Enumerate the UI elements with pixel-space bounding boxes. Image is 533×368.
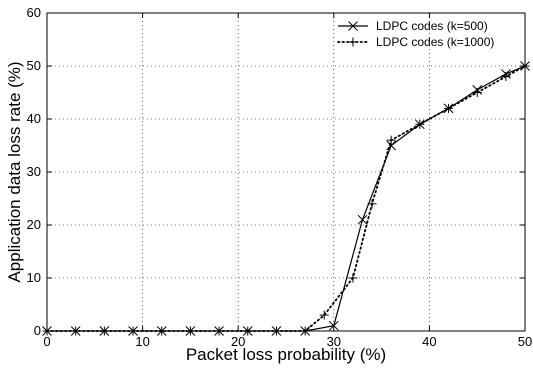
axis-ticks: 0 10 20 30 40 50 0 10 20 30 40 50 60 — [27, 5, 533, 349]
series-1 — [42, 61, 530, 336]
x-tick-label: 10 — [135, 334, 149, 349]
y-tick-label: 50 — [27, 58, 41, 73]
y-tick-label: 10 — [27, 270, 41, 285]
series-2-point — [367, 199, 377, 209]
legend-label: LDPC codes (k=500) — [376, 19, 488, 33]
series-2-point — [520, 61, 530, 71]
grid — [47, 13, 525, 331]
series-2-point — [271, 326, 281, 336]
y-tick-label: 20 — [27, 217, 41, 232]
legend-item-2: LDPC codes (k=1000) — [337, 35, 494, 49]
series-2-point — [71, 326, 81, 336]
legend-item-1: LDPC codes (k=500) — [338, 19, 488, 33]
x-tick-label: 40 — [422, 334, 436, 349]
series-2-point — [415, 119, 425, 129]
y-tick-label: 0 — [34, 323, 41, 338]
x-tick-label: 20 — [231, 334, 245, 349]
series-2-point — [348, 273, 358, 283]
legend-label: LDPC codes (k=1000) — [376, 35, 494, 49]
plot-frame — [46, 12, 526, 332]
series-2-point — [386, 135, 396, 145]
y-tick-label: 60 — [27, 5, 41, 20]
legend-marker — [348, 37, 358, 47]
legend: LDPC codes (k=500) LDPC codes (k=1000) — [337, 19, 494, 49]
series-2-point — [214, 326, 224, 336]
series-2-point — [444, 103, 454, 113]
series-2-line — [46, 65, 526, 332]
series-2-point — [185, 326, 195, 336]
y-axis-label: Application data loss rate (%) — [5, 61, 24, 282]
y-tick-label: 40 — [27, 111, 41, 126]
series-layer — [42, 61, 530, 336]
series-2-point — [99, 326, 109, 336]
series-2-point — [319, 310, 329, 320]
series-2-point — [300, 326, 310, 336]
series-1-point — [328, 320, 339, 331]
x-tick-label: 0 — [43, 334, 50, 349]
series-1-point — [357, 214, 368, 225]
series-2-point — [42, 326, 52, 336]
series-2-point — [472, 88, 482, 97]
series-2-point — [128, 326, 138, 336]
y-tick-label: 30 — [27, 164, 41, 179]
x-axis-label: Packet loss probability (%) — [186, 345, 386, 364]
series-2-point — [501, 72, 511, 82]
series-2-point — [157, 326, 167, 336]
series-2 — [42, 61, 530, 336]
x-tick-label: 30 — [327, 334, 341, 349]
series-2-point — [243, 326, 253, 336]
legend-marker — [348, 21, 358, 31]
x-tick-label: 50 — [518, 334, 532, 349]
